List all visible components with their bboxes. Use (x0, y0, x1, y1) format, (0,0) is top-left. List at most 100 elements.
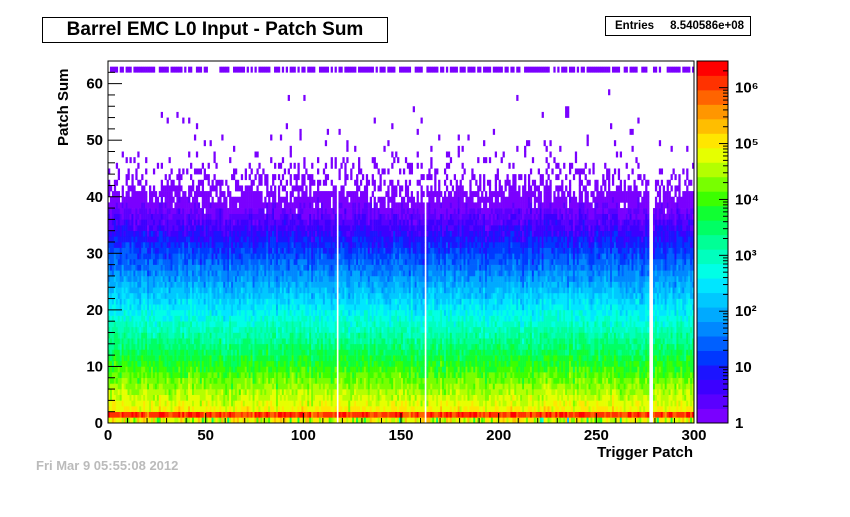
heatmap-cell (199, 242, 203, 248)
heatmap-cell (182, 213, 185, 220)
heatmap-cell (143, 191, 146, 198)
heatmap-cell (190, 258, 193, 265)
heatmap-cell (168, 264, 171, 271)
heatmap-cell (270, 134, 273, 141)
heatmap-cell (234, 202, 238, 209)
heatmap-cell (258, 366, 261, 373)
heatmap-cell (113, 258, 117, 265)
heatmap-cell (307, 349, 310, 356)
heatmap-cell (233, 236, 236, 243)
heatmap-cell (125, 219, 128, 226)
heatmap-cell (250, 366, 253, 373)
heatmap-cell (158, 349, 162, 356)
heatmap-cell (309, 275, 312, 282)
heatmap-cell (108, 253, 111, 260)
heatmap-cell (193, 264, 197, 271)
heatmap-cell (184, 258, 187, 265)
heatmap-cell (188, 355, 191, 362)
heatmap-cell (166, 202, 169, 209)
heatmap-cell (233, 366, 236, 373)
heatmap-cell (156, 225, 160, 231)
heatmap-cell (309, 304, 312, 311)
heatmap-cell (164, 389, 167, 396)
heatmap-cell (233, 168, 236, 175)
heatmap-cell (135, 411, 138, 418)
heatmap-cell (145, 247, 148, 254)
heatmap-cell (143, 326, 146, 333)
heatmap-cell (111, 264, 115, 271)
heatmap-cell (152, 258, 156, 265)
heatmap-cell (317, 230, 320, 237)
heatmap-cell (209, 264, 212, 271)
heatmap-cell (324, 179, 328, 186)
heatmap-cell (121, 275, 124, 282)
heatmap-cell (270, 292, 273, 299)
heatmap-cell (274, 236, 277, 243)
heatmap-cell (317, 315, 320, 322)
heatmap-cell (315, 377, 318, 384)
heatmap-cell (225, 383, 228, 390)
heatmap-cell (160, 315, 163, 322)
heatmap-cell (127, 225, 130, 231)
heatmap-cell (170, 321, 173, 328)
heatmap-cell (160, 349, 163, 356)
heatmap-cell (258, 315, 261, 322)
heatmap-cell (242, 372, 246, 379)
heatmap-cell (121, 394, 124, 401)
heatmap-cell (188, 321, 191, 328)
heatmap-cell (242, 355, 246, 362)
heatmap-cell (252, 338, 255, 345)
heatmap-cell (311, 208, 314, 215)
heatmap-cell (270, 281, 273, 288)
heatmap-cell (315, 411, 318, 418)
heatmap-cell (238, 66, 242, 73)
heatmap-cell (190, 406, 193, 412)
heatmap-cell (274, 417, 277, 424)
heatmap-cell (324, 343, 328, 350)
heatmap-cell (320, 417, 324, 424)
heatmap-cell (297, 349, 300, 356)
heatmap-cell (332, 270, 335, 277)
heatmap-cell (154, 321, 158, 328)
heatmap-cell (262, 332, 265, 339)
heatmap-cell (174, 230, 177, 237)
heatmap-cell (262, 292, 265, 299)
heatmap-cell (119, 366, 122, 373)
heatmap-cell (178, 411, 181, 418)
heatmap-cell (213, 213, 216, 220)
heatmap-cell (149, 202, 152, 209)
heatmap-cell (150, 202, 154, 209)
heatmap-cell (274, 366, 277, 373)
heatmap-cell (281, 411, 285, 418)
heatmap-cell (297, 326, 300, 333)
heatmap-cell (158, 247, 162, 254)
heatmap-cell (277, 315, 281, 322)
heatmap-cell (139, 304, 142, 311)
heatmap-cell (162, 332, 165, 339)
heatmap-cell (176, 394, 179, 401)
heatmap-cell (254, 355, 257, 362)
heatmap-cell (168, 383, 171, 390)
heatmap-cell (141, 389, 144, 396)
heatmap-cell (150, 191, 154, 198)
heatmap-cell (117, 264, 121, 271)
heatmap-cell (291, 292, 294, 299)
heatmap-cell (135, 400, 138, 407)
heatmap-cell (168, 411, 171, 418)
heatmap-cell (236, 326, 240, 333)
heatmap-cell (108, 281, 111, 288)
heatmap-cell (188, 377, 191, 384)
heatmap-cell (119, 304, 122, 311)
heatmap-cell (307, 411, 310, 418)
heatmap-cell (123, 287, 126, 294)
heatmap-cell (129, 258, 132, 265)
heatmap-cell (166, 117, 169, 124)
heatmap-cell (246, 281, 249, 288)
heatmap-cell (141, 372, 144, 379)
heatmap-cell (324, 258, 328, 265)
heatmap-cell (182, 225, 185, 231)
heatmap-cell (291, 366, 294, 373)
heatmap-cell (180, 225, 183, 231)
heatmap-cell (274, 219, 277, 226)
heatmap-cell (227, 417, 230, 424)
